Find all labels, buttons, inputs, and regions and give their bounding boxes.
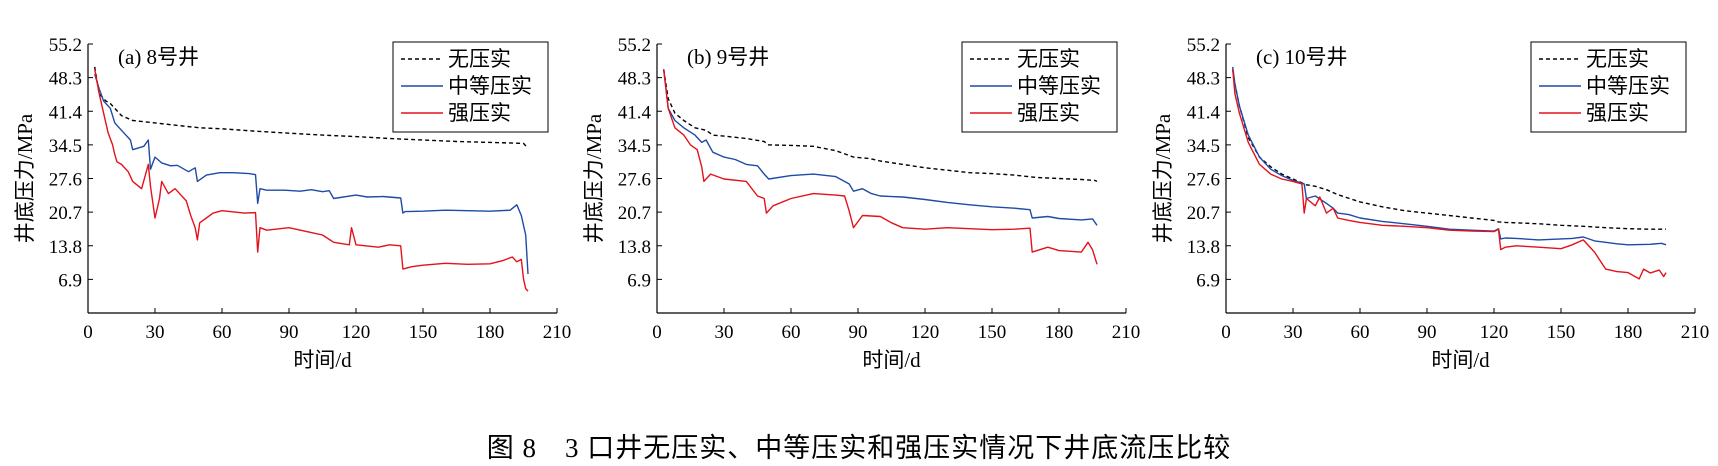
x-tick-label: 0 [83,322,93,343]
legend-box [1530,41,1687,133]
x-axis-title: 时间/d [862,348,921,372]
x-axis-title: 时间/d [1431,348,1490,372]
y-axis-title: 井底压力/MPa [1151,113,1175,243]
x-tick-label: 210 [1112,322,1141,343]
y-tick-label: 13.8 [618,237,651,258]
x-tick-label: 180 [1045,322,1074,343]
figure-caption: 图 8 3 口井无压实、中等压实和强压实情况下井底流压比较 [486,433,1232,463]
y-tick-label: 27.6 [49,170,82,191]
x-axis-title: 时间/d [293,348,352,372]
y-tick-label: 48.3 [49,69,82,90]
x-tick-label: 30 [715,322,734,343]
x-tick-label: 120 [342,322,371,343]
y-tick-label: 20.7 [1187,203,1220,224]
x-tick-label: 0 [652,322,662,343]
series-line-none [94,66,529,149]
x-tick-label: 60 [213,322,232,343]
series-line-none [1232,69,1666,230]
y-tick-label: 41.4 [49,102,83,123]
legend-label: 无压实 [1586,47,1649,71]
series-line-medium [1232,66,1667,246]
x-tick-label: 30 [1284,322,1303,343]
x-tick-label: 90 [849,322,868,343]
legend-label: 无压实 [1017,47,1080,71]
y-tick-label: 27.6 [618,170,651,191]
legend-label: 无压实 [448,47,511,71]
legend-label: 强压实 [448,101,511,125]
panel-title: (b) 9号井 [687,45,769,69]
x-tick-label: 0 [1221,322,1231,343]
series-line-strong [94,69,529,292]
legend-label: 强压实 [1586,101,1649,125]
y-tick-label: 13.8 [49,237,82,258]
legend-label: 中等压实 [1017,74,1101,98]
y-tick-label: 41.4 [618,102,652,123]
series-line-medium [94,73,529,275]
x-tick-label: 150 [1547,322,1576,343]
y-tick-label: 34.5 [49,136,82,157]
legend-label: 强压实 [1017,101,1080,125]
y-tick-label: 48.3 [618,69,651,90]
y-axis-title: 井底压力/MPa [13,113,37,243]
x-tick-label: 90 [1418,322,1437,343]
y-tick-label: 55.2 [618,35,651,56]
x-tick-label: 120 [911,322,940,343]
y-tick-label: 13.8 [1187,237,1220,258]
legend-box [961,41,1118,133]
series-line-strong [1232,69,1667,280]
y-tick-label: 27.6 [1187,170,1220,191]
panel-title: (a) 8号井 [118,45,199,69]
y-tick-label: 20.7 [618,203,651,224]
series-line-medium [663,69,1098,226]
x-tick-label: 120 [1480,322,1509,343]
x-tick-label: 60 [782,322,801,343]
x-tick-label: 60 [1351,322,1370,343]
y-tick-label: 6.9 [627,270,651,291]
x-tick-label: 180 [476,322,505,343]
x-tick-label: 210 [543,322,572,343]
y-tick-label: 20.7 [49,203,82,224]
legend-label: 中等压实 [448,74,532,98]
x-tick-label: 30 [146,322,165,343]
legend-label: 中等压实 [1586,74,1670,98]
y-tick-label: 34.5 [1187,136,1220,157]
y-tick-label: 34.5 [618,136,651,157]
legend-box [392,41,549,133]
y-tick-label: 6.9 [58,270,82,291]
x-tick-label: 180 [1614,322,1643,343]
x-tick-label: 150 [409,322,438,343]
y-tick-label: 41.4 [1187,102,1221,123]
chart-panel-2: 0 30 60 90 120 150 180 210 6.9 13.8 20.7 27.6 34.5 41… [582,35,1140,372]
chart-panel-3: 0 30 60 90 120 150 180 210 6.9 13.8 20.7 27.6 34.5 41… [1151,35,1709,372]
panel-title: (c) 10号井 [1256,45,1348,69]
y-tick-label: 55.2 [49,35,82,56]
x-tick-label: 150 [978,322,1007,343]
x-tick-label: 90 [280,322,299,343]
y-tick-label: 48.3 [1187,69,1220,90]
y-tick-label: 6.9 [1196,270,1220,291]
x-tick-label: 210 [1681,322,1710,343]
series-line-strong [663,69,1098,265]
y-axis-title: 井底压力/MPa [582,113,606,243]
series-line-none [663,69,1098,183]
chart-panel-1: 0 30 60 90 120 150 180 210 6.9 13.8 20.7 27.6 34.5 41… [13,35,571,372]
y-tick-label: 55.2 [1187,35,1220,56]
